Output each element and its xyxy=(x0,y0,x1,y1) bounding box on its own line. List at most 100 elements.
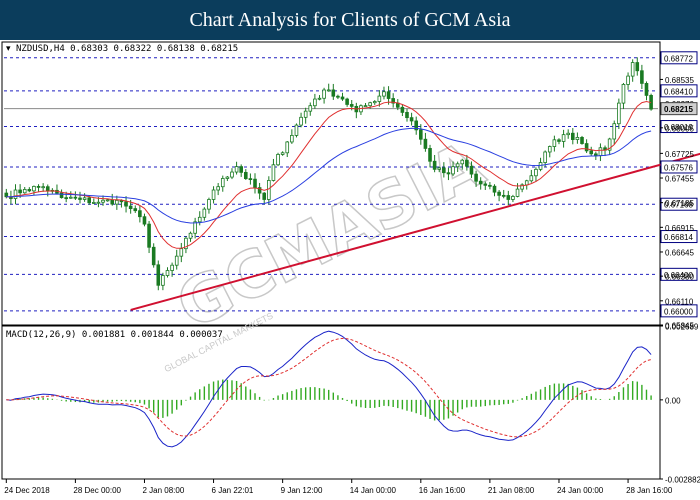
candle xyxy=(225,176,230,182)
candle-body xyxy=(142,216,147,225)
candle xyxy=(151,243,156,268)
candle-body xyxy=(13,189,18,199)
candle-body xyxy=(45,186,50,192)
candle xyxy=(188,231,193,242)
candle-body xyxy=(234,166,239,173)
candle-body xyxy=(18,189,22,194)
candle xyxy=(552,135,557,152)
candle-body xyxy=(607,138,612,151)
candle-body xyxy=(105,199,110,202)
candle xyxy=(566,129,570,139)
moving-average-slow-line xyxy=(6,127,652,224)
candle-body xyxy=(290,135,294,143)
candle xyxy=(336,94,340,100)
candle xyxy=(575,132,580,144)
candle-body xyxy=(326,89,331,92)
candle-body xyxy=(73,196,78,199)
candle xyxy=(511,194,515,203)
candle xyxy=(446,167,451,181)
level-label: 0.66400 xyxy=(664,271,693,280)
candle xyxy=(22,187,27,194)
candle xyxy=(483,181,488,190)
candle-body xyxy=(368,102,372,107)
candle-body xyxy=(184,237,188,250)
candle xyxy=(465,154,469,171)
chart-title: Chart Analysis for Clients of GCM Asia xyxy=(189,9,511,31)
candle-body xyxy=(465,159,469,167)
candle-body xyxy=(460,159,465,165)
candle-body xyxy=(331,89,336,97)
candle xyxy=(617,98,621,130)
candle xyxy=(13,184,18,205)
x-axis-tick-label: 9 Jan 12:00 xyxy=(281,486,323,495)
candle-body xyxy=(32,185,36,192)
candle-body xyxy=(78,197,82,200)
candle-body xyxy=(161,275,165,286)
candle-body xyxy=(630,62,635,77)
macd-signal-line xyxy=(6,337,652,438)
candle-body xyxy=(626,75,630,85)
candle-body xyxy=(437,167,442,170)
candle-body xyxy=(506,195,511,200)
macd-panel-frame xyxy=(1,325,661,480)
y-axis-tick-label: 0.66645 xyxy=(665,248,694,257)
candle-body xyxy=(4,192,9,198)
candle-body xyxy=(276,154,280,166)
candle-body xyxy=(497,191,501,196)
candle xyxy=(635,57,640,76)
candle-body xyxy=(589,150,594,155)
candle xyxy=(497,189,501,202)
candle-body xyxy=(566,132,570,136)
candle-body xyxy=(92,202,96,204)
candle xyxy=(73,191,78,200)
level-label: 0.66000 xyxy=(664,307,693,316)
candle-body xyxy=(308,105,313,112)
candle-body xyxy=(299,116,303,126)
candle xyxy=(589,146,594,157)
candle-body xyxy=(220,178,225,188)
candle xyxy=(267,176,271,205)
candle-body xyxy=(239,166,243,173)
candle-body xyxy=(455,163,460,168)
current-price-label-box xyxy=(660,102,698,116)
level-label: 0.68410 xyxy=(664,87,693,96)
candle xyxy=(124,196,128,213)
candle-body xyxy=(340,96,345,100)
level-label: 0.66814 xyxy=(664,233,693,242)
candle xyxy=(299,112,303,128)
candle-body xyxy=(87,197,92,204)
candle-body xyxy=(575,136,580,140)
candle-body xyxy=(478,180,483,185)
candle xyxy=(193,217,197,239)
y-axis-tick-label: 0.67455 xyxy=(665,175,694,184)
y-axis-tick-label: 0.66110 xyxy=(665,297,694,306)
candle xyxy=(262,192,267,205)
candle xyxy=(170,262,174,277)
candle-body xyxy=(110,199,115,205)
candle-body xyxy=(515,188,520,197)
candle-body xyxy=(165,270,170,276)
candle-body xyxy=(547,146,552,153)
macd-axis-tick-label: 0.002689 xyxy=(665,323,699,332)
candle-body xyxy=(409,117,414,122)
candle-body xyxy=(313,98,317,107)
ascending-trendline xyxy=(130,152,700,311)
candle xyxy=(612,120,617,145)
candle xyxy=(520,183,524,193)
candle-body xyxy=(257,187,262,194)
candle xyxy=(211,186,216,204)
candle-body xyxy=(414,120,419,131)
x-axis-tick-label: 6 Jan 22:01 xyxy=(212,486,254,495)
candle-body xyxy=(285,141,290,154)
x-axis-tick-label: 21 Jan 08:00 xyxy=(488,486,535,495)
candle xyxy=(340,92,345,101)
macd-axis-tick-label: -0.002882 xyxy=(665,476,700,485)
candle-body xyxy=(211,189,216,200)
level-label-box xyxy=(660,160,698,174)
x-axis-tick-label: 14 Jan 00:00 xyxy=(350,486,397,495)
y-axis-tick-label: 0.66380 xyxy=(665,273,694,282)
candle-body xyxy=(170,264,174,271)
candle-body xyxy=(133,208,138,212)
candle xyxy=(308,102,313,116)
candle xyxy=(621,82,626,110)
